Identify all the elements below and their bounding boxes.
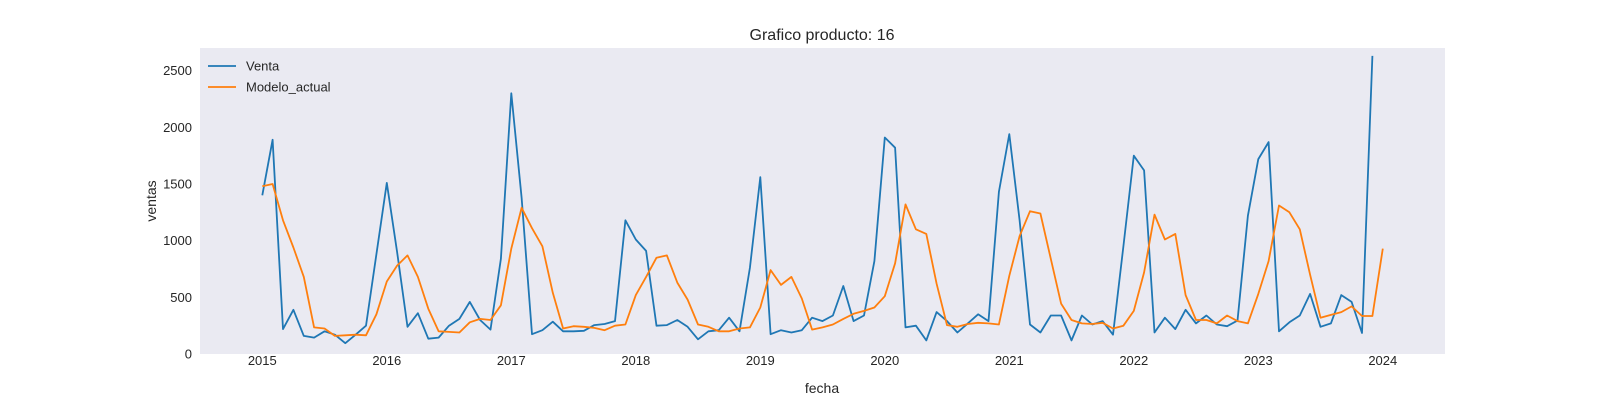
series-layer	[261, 55, 1384, 345]
y-tick-label: 2500	[163, 63, 192, 78]
legend-item: Venta	[208, 59, 280, 74]
y-tick-label: 2000	[163, 120, 192, 135]
series-line-modelo-actual	[262, 183, 1384, 337]
x-axis-label: fecha	[805, 380, 839, 396]
x-tick-label: 2015	[248, 353, 277, 368]
x-tick-label: 2020	[870, 353, 899, 368]
legend-label: Modelo_actual	[246, 80, 331, 95]
y-axis-label: ventas	[143, 180, 159, 221]
series-line-venta	[261, 55, 1374, 345]
x-tick-label: 2024	[1368, 353, 1397, 368]
chart-title: Grafico producto: 16	[750, 27, 895, 44]
x-tick-label: 2021	[995, 353, 1024, 368]
y-tick-label: 500	[170, 290, 192, 305]
plot-area	[200, 48, 1445, 354]
y-tick-label: 0	[185, 347, 192, 362]
y-tick-label: 1000	[163, 233, 192, 248]
legend-label: Venta	[246, 59, 280, 74]
y-axis: 0 500 1000 1500 2000 2500	[163, 63, 192, 361]
x-tick-label: 2019	[746, 353, 775, 368]
x-tick-label: 2023	[1244, 353, 1273, 368]
legend: Venta Modelo_actual	[208, 59, 331, 95]
x-axis: 2015 2016 2017 2018 2019 2020 2021 2022 2023 2024	[248, 353, 1397, 368]
y-tick-label: 1500	[163, 177, 192, 192]
legend-item: Modelo_actual	[208, 80, 331, 95]
x-tick-label: 2018	[621, 353, 650, 368]
x-tick-label: 2022	[1119, 353, 1148, 368]
x-tick-label: 2017	[497, 353, 526, 368]
x-tick-label: 2016	[372, 353, 401, 368]
